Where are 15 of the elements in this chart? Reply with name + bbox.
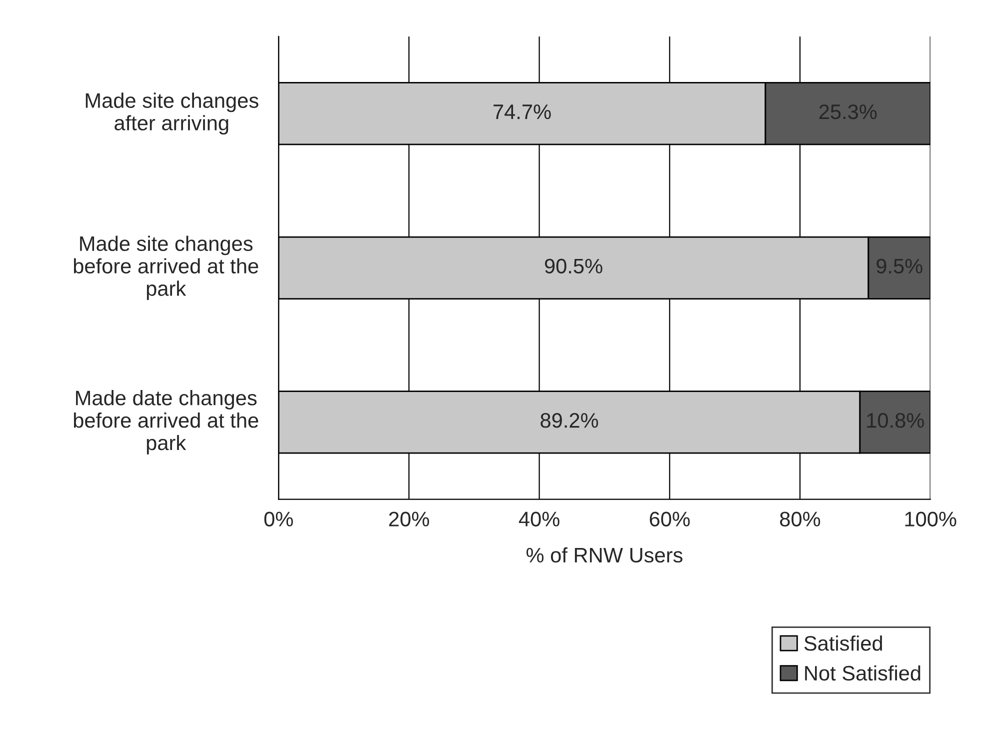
- x-tick-label: 0%: [264, 512, 293, 526]
- y-tick-label: Made date changes before arrived at the park: [74, 390, 258, 454]
- data-label: 74.7%: [494, 104, 551, 120]
- data-label: 89.2%: [540, 413, 598, 428]
- x-tick-label: 40%: [518, 512, 560, 526]
- y-tick-label: Made site changes after arriving: [86, 92, 258, 135]
- x-tick-label: 20%: [389, 512, 430, 526]
- x-tick-label: 60%: [650, 512, 690, 526]
- x-tick-label: 100%: [905, 512, 956, 526]
- data-label: 90.5%: [544, 258, 602, 274]
- legend-label: Satisfied: [804, 635, 882, 651]
- x-tick-label: 80%: [780, 512, 820, 526]
- x-axis-title: % of RNW Users: [526, 547, 682, 563]
- legend-label: Not Satisfied: [805, 665, 920, 681]
- y-tick-label: Made site changes before arrived at the park: [74, 236, 258, 300]
